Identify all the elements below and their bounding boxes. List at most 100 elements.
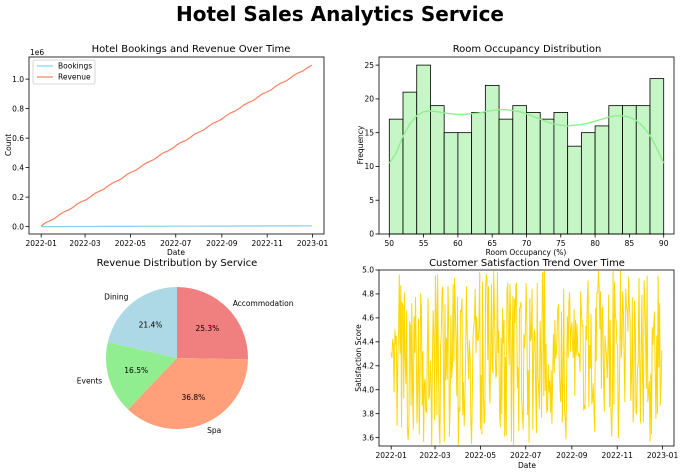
x-tick-label: 2022-09	[556, 451, 588, 460]
histogram-bar	[553, 111, 569, 235]
pie-slice-label: Spa	[207, 426, 221, 435]
bookings-revenue-title: Hotel Bookings and Revenue Over Time	[92, 44, 291, 55]
y-tick-label: 5.0	[362, 266, 374, 275]
pie-slice-accommodation	[177, 287, 249, 360]
occupancy-histogram: Room Occupancy Distribution 50 55 60 65 70 75…	[356, 44, 675, 257]
revenue-line	[40, 64, 313, 227]
histogram-bar	[539, 118, 555, 235]
pie-slice-dining	[107, 287, 177, 358]
x-tick-label: 2023-01	[647, 451, 679, 460]
satisfaction-ylabel: Satisfaction Score	[354, 324, 363, 392]
x-tick-label: 50	[385, 239, 395, 248]
satisfaction-plot-frame	[378, 269, 675, 447]
bookings-revenue-chart: Hotel Bookings and Revenue Over Time 1e6…	[4, 44, 328, 257]
pie-slice-events	[106, 342, 177, 410]
legend: Bookings Revenue	[32, 59, 96, 85]
x-tick-label: 80	[590, 239, 600, 248]
histogram-bar	[512, 105, 527, 235]
x-tick-label: 2022-05	[115, 239, 147, 248]
x-tick-label: 2022-03	[419, 451, 451, 460]
y-offset-label: 1e6	[30, 48, 44, 57]
histogram-bar	[471, 111, 486, 235]
histogram-bar	[388, 118, 404, 235]
histogram-bar	[594, 125, 610, 235]
x-tick-label: 2022-01	[376, 451, 408, 460]
y-tick-label: 0.6	[12, 134, 24, 143]
y-tick-label: 0.0	[12, 222, 24, 231]
legend-bookings-label: Bookings	[58, 62, 92, 71]
pie-slice-label: Events	[77, 376, 102, 385]
y-tick-label: 0	[369, 230, 374, 239]
y-tick-label: 4.0	[362, 385, 374, 394]
x-tick-label: 2022-01	[26, 239, 58, 248]
histogram-bar	[580, 132, 596, 235]
x-tick-label: 2023-01	[297, 239, 329, 248]
y-tick-label: 4.8	[362, 290, 374, 299]
histogram-bar	[430, 105, 445, 235]
y-tick-label: 0.2	[12, 193, 24, 202]
histogram-bar	[457, 132, 473, 235]
histogram-bar	[498, 118, 514, 235]
histogram-bar	[622, 105, 637, 235]
page-title: Hotel Sales Analytics Service	[176, 2, 504, 26]
y-tick-label: 4.6	[362, 314, 374, 323]
occupancy-ylabel: Frequency	[356, 125, 365, 164]
histogram-bar	[484, 84, 500, 235]
pie-slice-spa	[128, 358, 248, 430]
y-tick-label: 15	[364, 128, 374, 137]
legend-revenue-label: Revenue	[58, 73, 91, 82]
pie-slice-label: Dining	[104, 293, 128, 302]
x-tick-label: 65	[487, 239, 497, 248]
bookings-revenue-plot-frame	[28, 56, 325, 235]
satisfaction-line	[390, 270, 663, 446]
x-tick-label: 90	[659, 239, 669, 248]
x-tick-label: 2022-11	[602, 451, 634, 460]
histogram-bar	[526, 111, 541, 235]
pie-title: Revenue Distribution by Service	[97, 258, 258, 269]
bookings-line	[41, 225, 312, 228]
x-tick-label: 85	[625, 239, 635, 248]
x-tick-label: 2022-07	[160, 239, 192, 248]
pie-pct-label: 16.5%	[124, 366, 148, 375]
y-tick-label: 20	[364, 95, 374, 104]
histogram-bar	[567, 145, 582, 235]
y-tick-label: 0.8	[12, 104, 24, 113]
x-tick-label: 2022-05	[465, 451, 497, 460]
satisfaction-chart: Customer Satisfaction Trend Over Time 20…	[354, 258, 678, 470]
histogram-bar	[402, 91, 418, 235]
x-tick-label: 75	[556, 239, 566, 248]
y-tick-label: 3.6	[362, 433, 374, 442]
y-tick-label: 4.4	[362, 338, 374, 347]
y-tick-label: 25	[364, 61, 374, 70]
satisfaction-title: Customer Satisfaction Trend Over Time	[429, 258, 625, 269]
x-tick-label: 60	[453, 239, 463, 248]
x-tick-label: 2022-07	[510, 451, 542, 460]
occupancy-title: Room Occupancy Distribution	[453, 44, 602, 55]
occupancy-xlabel: Room Occupancy (%)	[486, 248, 567, 257]
x-tick-label: 70	[522, 239, 532, 248]
histogram-bar	[608, 105, 623, 235]
x-tick-label: 2022-11	[252, 239, 284, 248]
histogram-bar	[416, 64, 431, 235]
y-tick-label: 5	[369, 196, 374, 205]
pie-slice-label: Accommodation	[233, 299, 294, 308]
x-tick-label: 2022-09	[206, 239, 238, 248]
occupancy-kde-curve	[388, 109, 665, 164]
y-tick-label: 10	[364, 162, 374, 171]
y-tick-label: 0.4	[12, 163, 24, 172]
x-tick-label: 2022-03	[69, 239, 101, 248]
x-tick-label: 55	[419, 239, 429, 248]
satisfaction-xlabel: Date	[518, 461, 536, 470]
y-tick-label: 3.8	[362, 409, 374, 418]
histogram-bar	[443, 132, 459, 235]
bookings-revenue-xlabel: Date	[167, 248, 185, 257]
pie-pct-label: 21.4%	[139, 321, 163, 330]
revenue-pie-chart: Revenue Distribution by Service 25.3% Acc…	[77, 258, 294, 435]
y-tick-label: 1.0	[12, 75, 24, 84]
y-tick-label: 4.2	[362, 361, 374, 370]
pie-pct-label: 25.3%	[195, 324, 219, 333]
pie-pct-label: 36.8%	[181, 393, 205, 402]
histogram-bar	[635, 105, 651, 235]
bookings-revenue-ylabel: Count	[4, 134, 13, 156]
